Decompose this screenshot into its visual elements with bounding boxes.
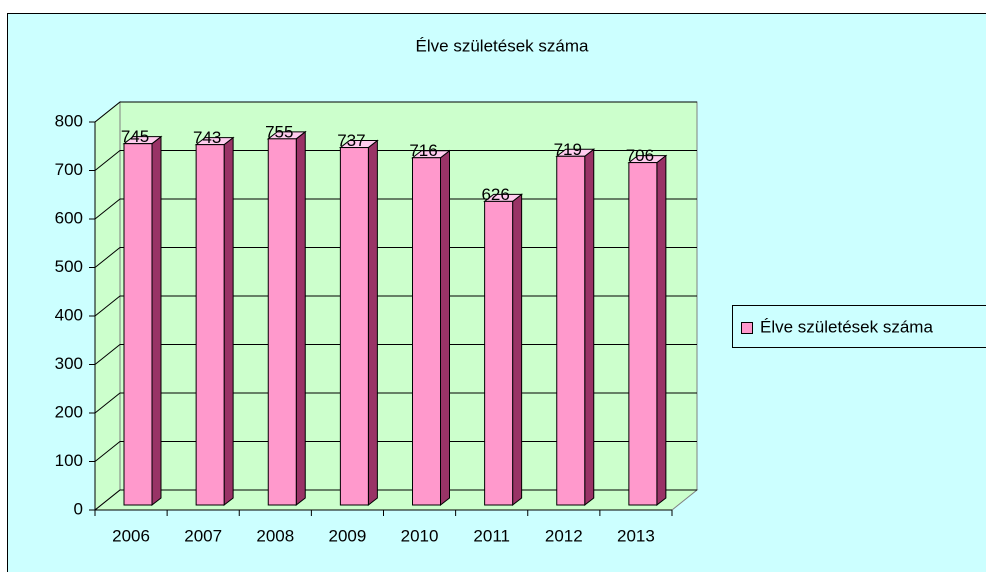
bar — [484, 200, 514, 506]
data-label: 706 — [626, 146, 654, 165]
x-tick-label: 2007 — [184, 526, 222, 545]
x-tick-label: 2012 — [545, 526, 583, 545]
y-tick-label: 400 — [55, 305, 83, 324]
bar-side — [151, 135, 162, 507]
bar — [628, 162, 658, 506]
y-tick-label: 800 — [55, 111, 83, 130]
data-label: 626 — [481, 185, 509, 204]
data-label: 716 — [409, 141, 437, 160]
y-tick-label: 100 — [55, 451, 83, 470]
bar-side — [440, 149, 450, 507]
bar — [123, 143, 153, 506]
x-tick-label: 2006 — [112, 526, 150, 545]
x-tick-label: 2010 — [401, 526, 439, 545]
data-label: 719 — [554, 140, 582, 159]
y-tick-label: 600 — [55, 208, 83, 227]
grid-line — [94, 101, 697, 123]
bar — [339, 147, 369, 506]
data-label: 755 — [265, 122, 293, 141]
y-tick-label: 200 — [55, 402, 83, 421]
y-tick-label: 300 — [55, 354, 83, 373]
bar — [556, 155, 586, 506]
data-label: 743 — [193, 128, 221, 147]
bar-side — [223, 136, 234, 507]
bar — [195, 144, 225, 506]
bar-side — [584, 148, 595, 507]
y-tick-label: 700 — [55, 160, 83, 179]
data-label: 745 — [121, 127, 149, 146]
x-tick-label: 2009 — [329, 526, 367, 545]
bar-side — [295, 130, 306, 507]
chart-title: Élve születések száma — [416, 36, 589, 55]
bar-side — [656, 154, 667, 507]
y-tick-label: 0 — [74, 499, 83, 518]
x-tick-label: 2011 — [473, 526, 510, 545]
bar-side — [367, 139, 378, 507]
x-tick-label: 2008 — [256, 526, 294, 545]
data-label: 737 — [337, 131, 365, 150]
legend-swatch — [741, 322, 753, 334]
legend-label: Élve születések száma — [760, 317, 933, 336]
grid-line — [94, 150, 697, 171]
floor — [93, 489, 699, 511]
legend-box — [732, 305, 986, 348]
bar — [267, 138, 297, 506]
bar — [412, 157, 441, 506]
y-tick-label: 500 — [55, 257, 83, 276]
bar-side — [512, 193, 523, 507]
x-tick-label: 2013 — [617, 526, 655, 545]
